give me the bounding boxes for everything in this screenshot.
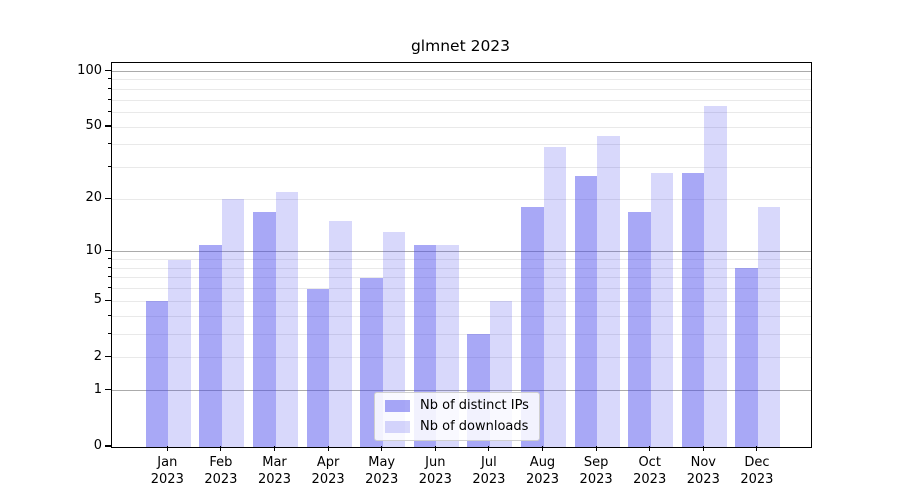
major-gridline <box>112 251 811 253</box>
y-minor-tick <box>108 266 111 268</box>
bar-distinct-ips-aug <box>521 207 544 447</box>
x-tick <box>381 446 383 451</box>
x-tick <box>488 446 490 451</box>
y-tick <box>105 197 111 199</box>
y-tick-label: 1 <box>93 381 102 397</box>
y-tick <box>105 389 111 391</box>
y-tick <box>105 356 111 358</box>
legend-label-distinct-ips: Nb of distinct IPs <box>420 398 529 413</box>
y-tick-label: 2 <box>93 348 102 364</box>
minor-gridline <box>112 300 811 302</box>
bar-distinct-ips-jan <box>145 301 169 447</box>
bar-distinct-ips-oct <box>628 211 651 447</box>
minor-gridline <box>112 357 811 359</box>
bar-distinct-ips-mar <box>253 211 276 447</box>
y-minor-tick <box>108 287 111 289</box>
bar-downloads-nov <box>704 106 727 447</box>
x-tick-label-sep: Sep 2023 <box>579 455 613 487</box>
x-tick-label-jul: Jul 2023 <box>472 455 506 487</box>
x-tick <box>756 446 758 451</box>
x-tick <box>273 446 276 451</box>
y-tick-label: 5 <box>93 292 102 308</box>
minor-gridline <box>112 333 811 335</box>
bar-distinct-ips-nov <box>681 173 705 447</box>
y-tick <box>105 69 111 72</box>
x-tick-label-oct: Oct 2023 <box>633 455 667 487</box>
y-tick <box>105 125 111 127</box>
bar-distinct-ips-sep <box>574 175 598 447</box>
y-tick <box>105 445 111 447</box>
x-tick <box>434 446 436 451</box>
y-minor-tick <box>108 332 111 334</box>
y-tick-label: 10 <box>85 242 102 258</box>
y-minor-tick <box>108 78 111 80</box>
plot-area <box>111 62 812 448</box>
y-minor-tick <box>108 143 111 145</box>
x-tick-label-feb: Feb 2023 <box>204 455 238 487</box>
minor-gridline <box>112 167 811 169</box>
x-tick-label-jun: Jun 2023 <box>418 455 452 487</box>
x-tick-label-jan: Jan 2023 <box>150 455 184 487</box>
y-minor-tick <box>108 276 111 278</box>
bar-downloads-jan <box>168 259 191 447</box>
minor-gridline <box>112 267 811 269</box>
y-tick <box>105 299 111 301</box>
legend-item-distinct-ips: Nb of distinct IPs <box>385 398 529 414</box>
legend-swatch-downloads-icon <box>385 421 410 433</box>
y-tick-label: 100 <box>77 62 102 78</box>
major-gridline <box>112 71 811 72</box>
x-tick-label-aug: Aug 2023 <box>525 455 560 487</box>
y-minor-tick <box>108 258 111 260</box>
x-tick <box>327 446 329 451</box>
bar-distinct-ips-dec <box>735 268 758 447</box>
bar-distinct-ips-feb <box>199 244 222 447</box>
legend-label-downloads: Nb of downloads <box>420 419 529 434</box>
chart-title: glmnet 2023 <box>410 37 511 55</box>
minor-gridline <box>112 288 811 290</box>
minor-gridline <box>112 198 811 200</box>
y-tick-label: 50 <box>85 118 102 134</box>
bar-distinct-ips-apr <box>306 288 330 447</box>
minor-gridline <box>112 79 811 81</box>
y-tick-label: 0 <box>93 438 102 453</box>
minor-gridline <box>112 315 811 317</box>
legend: Nb of distinct IPs Nb of downloads <box>374 392 540 441</box>
bar-downloads-mar <box>275 191 298 447</box>
y-tick-label: 20 <box>85 190 102 206</box>
y-minor-tick <box>108 87 111 89</box>
x-tick-label-apr: Apr 2023 <box>311 455 345 487</box>
x-tick <box>702 446 704 451</box>
y-minor-tick <box>108 314 111 316</box>
x-tick <box>649 446 651 451</box>
x-tick <box>166 446 168 451</box>
bar-downloads-dec <box>757 207 781 447</box>
x-tick-label-mar: Mar 2023 <box>257 455 292 487</box>
legend-swatch-ips-icon <box>385 400 410 412</box>
x-tick-label-dec: Dec 2023 <box>740 455 774 487</box>
bar-downloads-sep <box>597 135 620 447</box>
legend-item-downloads: Nb of downloads <box>385 419 529 435</box>
major-gridline <box>112 390 811 392</box>
minor-gridline <box>112 259 811 261</box>
minor-gridline <box>112 88 811 90</box>
minor-gridline <box>112 144 811 146</box>
minor-gridline <box>112 112 811 114</box>
x-tick-label-nov: Nov 2023 <box>686 455 720 487</box>
bar-downloads-apr <box>329 221 352 447</box>
y-minor-tick <box>108 166 111 168</box>
minor-gridline <box>112 99 811 101</box>
x-tick <box>541 446 544 451</box>
y-tick <box>105 250 111 252</box>
x-tick <box>220 446 222 451</box>
bar-downloads-aug <box>543 146 566 447</box>
bar-downloads-feb <box>221 199 245 447</box>
y-minor-tick <box>108 111 111 113</box>
y-minor-tick <box>108 98 111 100</box>
x-tick <box>595 446 597 451</box>
minor-gridline <box>112 277 811 279</box>
minor-gridline <box>112 126 811 128</box>
bar-downloads-oct <box>650 173 674 447</box>
x-tick-label-may: May 2023 <box>365 455 399 487</box>
